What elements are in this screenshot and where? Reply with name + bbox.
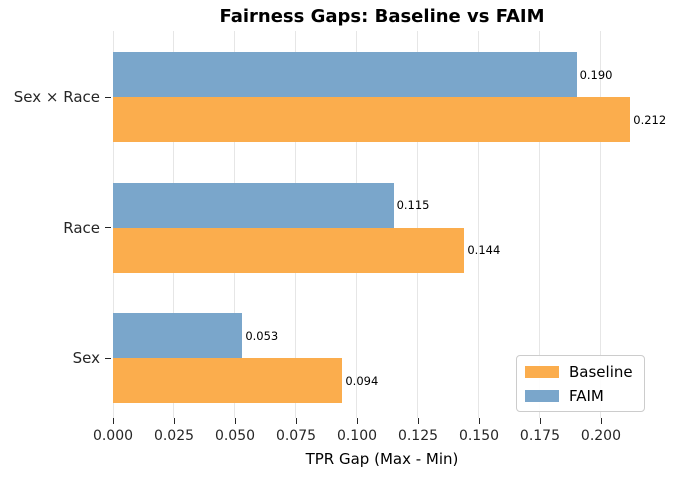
bar-value-label: 0.144	[467, 243, 501, 257]
x-tick-label: 0.050	[214, 428, 256, 444]
legend: Baseline FAIM	[516, 355, 645, 412]
x-tick-label: 0.175	[519, 428, 561, 444]
y-tick-label-sex: Sex	[72, 349, 100, 367]
bar-faim-race	[113, 182, 394, 228]
x-tick-label: 0.150	[458, 428, 500, 444]
legend-item-faim: FAIM	[525, 387, 644, 405]
gridline	[539, 31, 541, 418]
legend-label: FAIM	[569, 386, 604, 405]
y-tick-mark	[105, 357, 111, 359]
x-tick-mark	[234, 418, 236, 424]
y-tick-mark	[105, 96, 111, 98]
x-tick-mark	[356, 418, 358, 424]
x-tick-mark	[539, 418, 541, 424]
x-tick-label: 0.125	[397, 428, 439, 444]
bar-value-label: 0.094	[345, 373, 379, 388]
x-tick-label: 0.025	[153, 428, 195, 444]
gridline	[417, 31, 419, 418]
x-tick-mark	[295, 418, 297, 424]
x-tick-label: 0.200	[580, 428, 622, 444]
bar-value-label: 0.190	[579, 67, 613, 82]
bar-faim-sex	[113, 313, 243, 358]
legend-swatch-baseline	[525, 365, 559, 378]
bar-value-label: 0.115	[396, 198, 430, 212]
plot-area: 0.212 0.190 0.144 0.115 0.094 0.053	[112, 31, 666, 418]
y-tick-mark	[105, 227, 111, 228]
bar-baseline-sex	[113, 358, 343, 403]
x-tick-label: 0.000	[92, 428, 134, 444]
x-tick-mark	[173, 418, 175, 424]
y-tick-label-sex-race: Sex × Race	[13, 88, 100, 106]
x-tick-mark	[417, 418, 419, 424]
x-tick-mark	[113, 418, 114, 424]
bar-baseline-race	[113, 227, 465, 273]
x-axis-label: TPR Gap (Max - Min)	[305, 450, 459, 468]
x-tick-label: 0.075	[275, 428, 317, 444]
legend-swatch-faim	[525, 389, 559, 402]
bar-value-label: 0.212	[633, 112, 667, 127]
y-tick-label-race: Race	[63, 218, 100, 237]
legend-item-baseline: Baseline	[525, 363, 644, 381]
x-tick-label: 0.100	[336, 428, 378, 444]
x-tick-mark	[478, 418, 480, 424]
chart-title: Fairness Gaps: Baseline vs FAIM	[219, 6, 545, 27]
bar-faim-sex-race	[113, 52, 577, 97]
gridline	[600, 31, 602, 418]
bar-baseline-sex-race	[113, 97, 631, 142]
gridline	[478, 31, 480, 418]
x-tick-mark	[600, 418, 602, 424]
legend-label: Baseline	[569, 362, 633, 381]
bar-value-label: 0.053	[245, 328, 279, 343]
